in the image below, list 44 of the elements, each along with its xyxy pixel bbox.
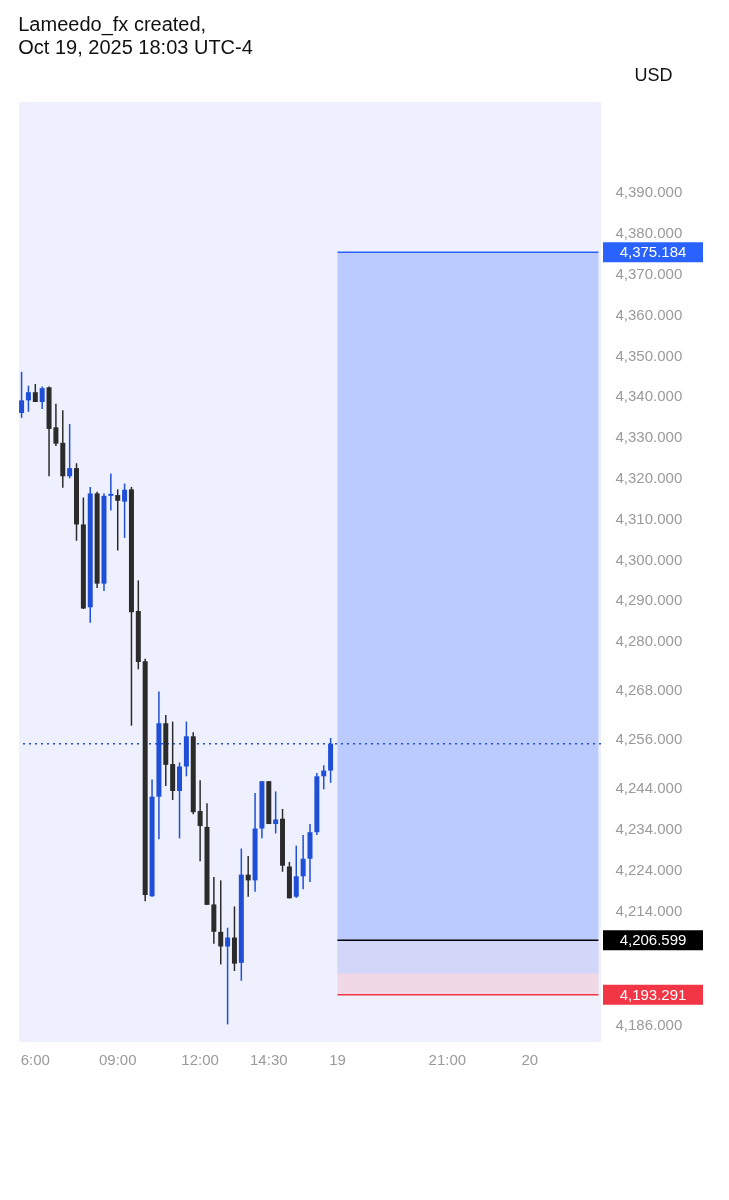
candlestick — [115, 488, 121, 552]
candlestick — [122, 482, 128, 539]
y-tick-label: 4,234.000 — [615, 820, 683, 838]
candlestick — [197, 779, 203, 862]
y-tick-label: 4,370.000 — [615, 264, 683, 282]
y-tick-label: 4,320.000 — [615, 469, 683, 487]
y-tick-label: 4,380.000 — [615, 224, 683, 242]
y-tick-label: 4,360.000 — [615, 305, 683, 323]
candlestick — [39, 385, 45, 410]
candlestick — [25, 384, 31, 413]
y-tick-label: 4,350.000 — [615, 346, 683, 364]
x-tick-label: 12:00 — [181, 1050, 219, 1068]
y-tick-label: 4,256.000 — [615, 730, 683, 748]
candlestick — [218, 879, 224, 966]
chart-subtitle: Oct 19, 2025 18:03 UTC-4 — [18, 36, 253, 58]
y-tick-label: 4,290.000 — [615, 591, 683, 609]
chart-title: Lameedo_fx created, — [18, 13, 207, 36]
y-tick-label: 4,310.000 — [615, 509, 683, 527]
y-tick-label: 4,244.000 — [615, 779, 683, 797]
x-tick-label: 6:00 — [20, 1050, 50, 1068]
candlestick — [300, 834, 306, 891]
x-tick-label: 19 — [329, 1050, 346, 1068]
ref-line-label: 4,375.184 — [619, 243, 687, 261]
y-tick-label: 4,214.000 — [615, 901, 683, 919]
x-tick-label: 20 — [521, 1050, 539, 1068]
y-tick-label: 4,340.000 — [615, 387, 683, 405]
candlestick — [273, 790, 279, 835]
y-tick-label: 4,300.000 — [615, 550, 683, 568]
y-tick-label: 4,330.000 — [615, 428, 683, 446]
x-tick-label: 09:00 — [98, 1050, 137, 1068]
y-axis-title: USD — [634, 64, 673, 85]
ref-line-label: 4,193.291 — [619, 985, 687, 1003]
x-tick-label: 14:30 — [250, 1050, 288, 1068]
candlestick — [293, 844, 299, 899]
y-tick-label: 4,280.000 — [615, 632, 683, 650]
candlestick — [108, 472, 114, 512]
x-tick-label: 21:00 — [428, 1050, 467, 1068]
y-tick-label: 4,186.000 — [615, 1015, 683, 1033]
y-tick-label: 4,224.000 — [615, 860, 683, 878]
y-tick-label: 4,268.000 — [615, 681, 683, 699]
candlestick — [67, 423, 73, 480]
ref-line-label: 4,206.599 — [619, 931, 687, 949]
y-tick-label: 4,390.000 — [615, 183, 683, 201]
candlestick — [19, 371, 25, 419]
